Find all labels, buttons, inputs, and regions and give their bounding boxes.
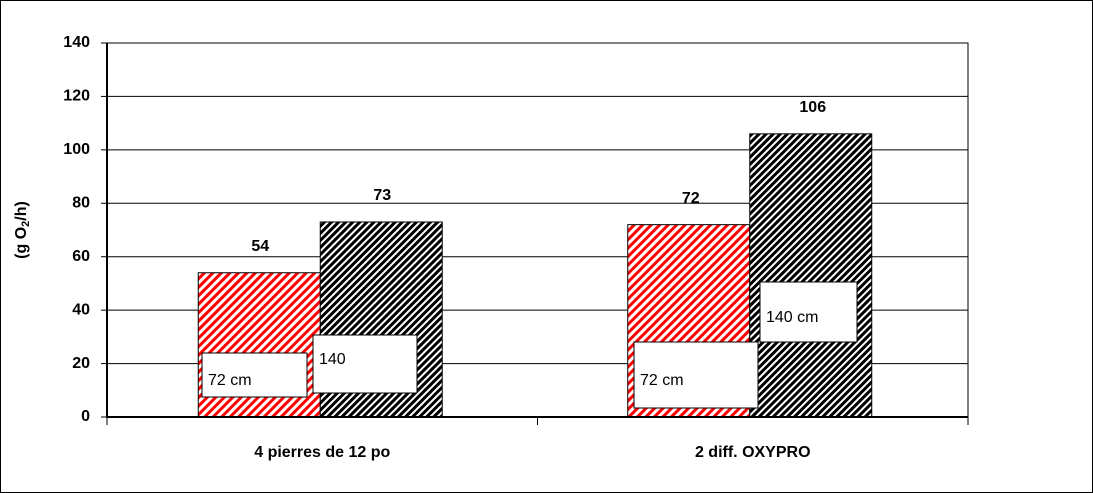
x-tick-label: 4 pierres de 12 po xyxy=(254,444,390,461)
x-tick-label: 2 diff. OXYPRO xyxy=(695,444,811,461)
y-tick-label: 40 xyxy=(72,301,90,318)
y-tick-label: 0 xyxy=(81,408,90,425)
annotation-box xyxy=(633,341,759,409)
annotation: 72 cm xyxy=(208,372,252,389)
y-label-sub: 2 xyxy=(20,221,32,227)
data-label: 106 xyxy=(799,99,826,116)
y-label-part: (g O xyxy=(13,227,30,259)
bar xyxy=(749,133,873,418)
y-axis-label: (g O2/h) xyxy=(13,201,32,259)
data-label: 72 xyxy=(682,190,700,207)
plot-border xyxy=(106,42,969,418)
annotation-box xyxy=(759,281,858,343)
annotation-box xyxy=(312,334,418,394)
y-tick-label: 20 xyxy=(72,355,90,372)
y-tick-label: 80 xyxy=(72,195,90,212)
annotation-box xyxy=(201,352,308,398)
annotation: 140 cm xyxy=(766,309,818,326)
y-tick-label: 60 xyxy=(72,248,90,265)
y-tick-label: 100 xyxy=(63,141,90,158)
annotation: 140 xyxy=(319,351,346,368)
data-label: 73 xyxy=(373,187,391,204)
y-tick-label: 140 xyxy=(63,34,90,51)
annotation: 72 cm xyxy=(640,372,684,389)
data-label: 54 xyxy=(251,238,269,255)
y-label-part: /h) xyxy=(13,201,30,221)
y-tick-label: 120 xyxy=(63,88,90,105)
